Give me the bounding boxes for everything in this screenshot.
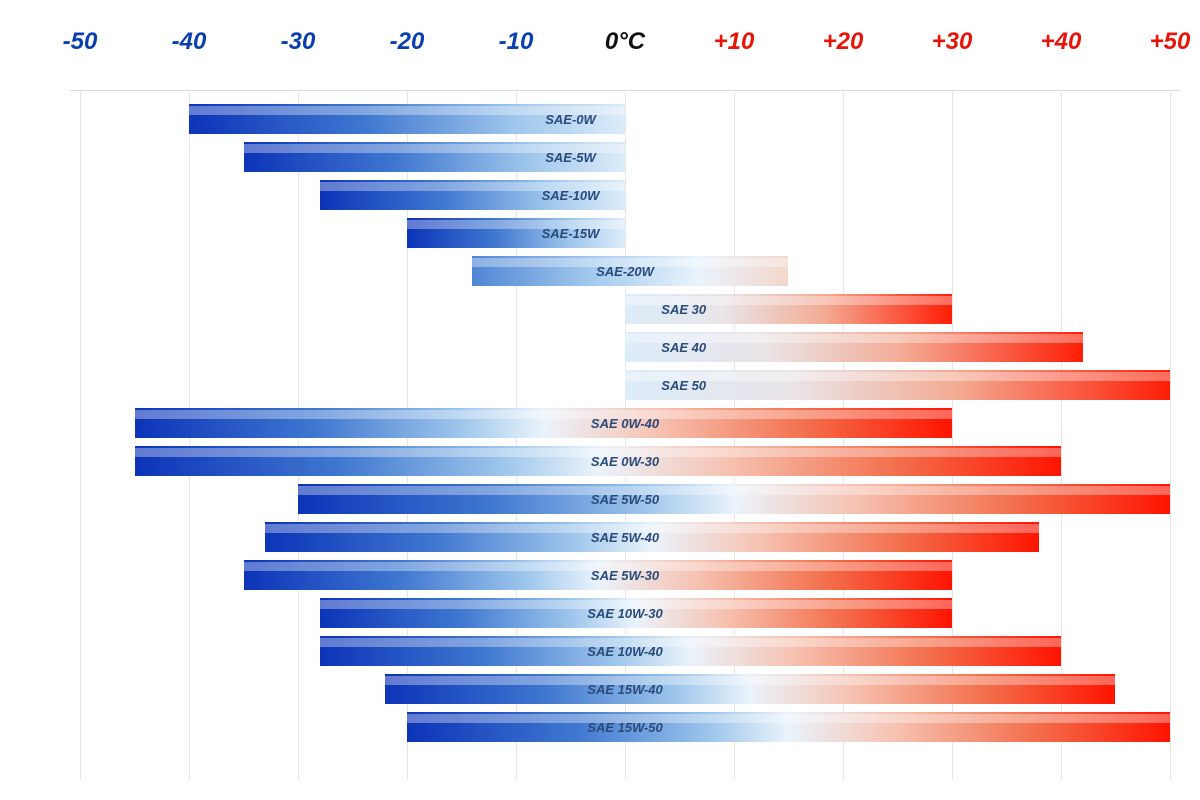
x-axis-tick-label: -20 (390, 28, 425, 56)
sae-viscosity-temperature-chart: -50-40-30-20-100°C+10+20+30+40+50SAE-0WS… (0, 0, 1200, 800)
sae-range-bar (189, 104, 625, 134)
bar-highlight (320, 600, 952, 609)
sae-range-bar (407, 218, 625, 248)
bar-highlight (244, 144, 626, 153)
grid-line (1170, 90, 1171, 780)
sae-range-bar (407, 712, 1170, 742)
sae-range-bar (320, 180, 625, 210)
bar-highlight (625, 296, 952, 305)
x-axis-tick-label: +10 (714, 28, 755, 56)
x-axis-tick-label: -50 (63, 28, 98, 56)
bar-highlight (472, 258, 788, 267)
sae-range-bar (625, 332, 1083, 362)
x-axis-tick-label: -30 (281, 28, 316, 56)
bar-highlight (385, 676, 1115, 685)
bar-highlight (320, 638, 1061, 647)
sae-range-bar (472, 256, 788, 286)
sae-range-bar (298, 484, 1170, 514)
x-axis-tick-label: 0°C (605, 28, 645, 56)
bar-highlight (625, 334, 1083, 343)
sae-range-bar (244, 142, 626, 172)
x-axis-tick-label: +50 (1150, 28, 1191, 56)
x-axis-tick-label: +40 (1041, 28, 1082, 56)
bar-highlight (407, 714, 1170, 723)
x-axis-tick-label: -40 (172, 28, 207, 56)
grid-line (80, 90, 81, 780)
sae-range-bar (320, 636, 1061, 666)
sae-range-bar (385, 674, 1115, 704)
bar-highlight (135, 448, 1062, 457)
bar-highlight (189, 106, 625, 115)
bar-highlight (407, 220, 625, 229)
sae-range-bar (135, 446, 1062, 476)
bar-highlight (244, 562, 953, 571)
sae-range-bar (244, 560, 953, 590)
bar-highlight (265, 524, 1039, 533)
bar-highlight (625, 372, 1170, 381)
bar-highlight (320, 182, 625, 191)
sae-range-bar (320, 598, 952, 628)
bar-highlight (298, 486, 1170, 495)
sae-range-bar (625, 294, 952, 324)
x-axis-tick-label: +20 (823, 28, 864, 56)
sae-range-bar (625, 370, 1170, 400)
sae-range-bar (135, 408, 953, 438)
sae-range-bar (265, 522, 1039, 552)
bar-highlight (135, 410, 953, 419)
x-axis-tick-label: -10 (499, 28, 534, 56)
x-axis-tick-label: +30 (932, 28, 973, 56)
